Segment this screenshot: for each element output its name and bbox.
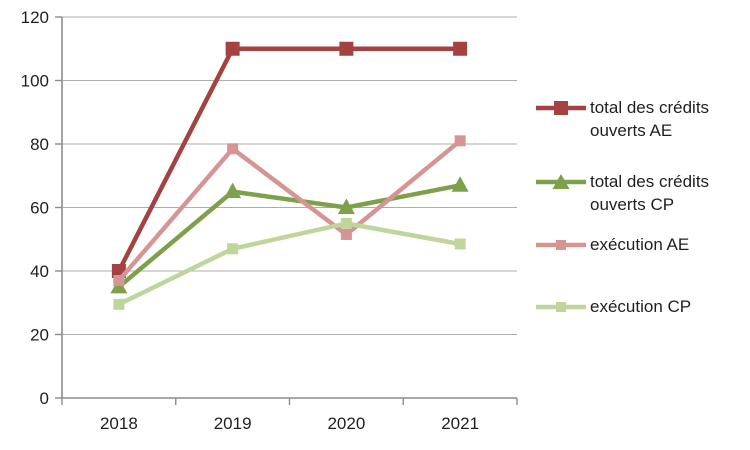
data-point-marker bbox=[225, 41, 240, 56]
y-axis-tick-label: 120 bbox=[21, 8, 49, 27]
data-point-marker bbox=[337, 198, 355, 214]
legend-marker-shape bbox=[552, 174, 570, 189]
legend-item-total-credits-ouverts-ae: total des crédits ouverts AE bbox=[536, 96, 750, 142]
series-line bbox=[116, 46, 461, 273]
y-axis-tick-label: 0 bbox=[40, 389, 49, 408]
y-axis-tick-label: 40 bbox=[30, 262, 49, 281]
series-line bbox=[117, 139, 462, 282]
legend-label: total des crédits ouverts AE bbox=[590, 98, 710, 140]
legend-label: total des crédits ouverts CP bbox=[590, 172, 710, 214]
x-axis-tick-label: 2020 bbox=[327, 414, 365, 433]
data-point-marker bbox=[453, 41, 468, 56]
legend-marker-shape bbox=[556, 240, 566, 250]
legend-marker-execution-ae-icon bbox=[536, 240, 586, 250]
data-point-marker bbox=[340, 217, 352, 229]
legend-item-execution-ae: exécution AE bbox=[536, 233, 689, 256]
data-point-marker bbox=[113, 298, 125, 310]
legend-marker-execution-cp-icon bbox=[536, 302, 586, 312]
legend-marker-total-cp-icon bbox=[536, 174, 586, 189]
legend-item-execution-cp: exécution CP bbox=[536, 295, 691, 318]
x-axis-tick-label: 2021 bbox=[441, 414, 479, 433]
data-point-marker bbox=[224, 182, 242, 199]
data-point-marker bbox=[113, 275, 125, 287]
legend-item-total-credits-ouverts-cp: total des crédits ouverts CP bbox=[536, 170, 750, 216]
data-point-marker bbox=[340, 228, 352, 240]
series-line bbox=[117, 183, 461, 289]
series-line bbox=[117, 221, 461, 307]
data-point-marker bbox=[454, 135, 466, 147]
legend-marker-shape bbox=[556, 302, 566, 312]
y-axis-tick-label: 80 bbox=[30, 135, 49, 154]
y-axis-tick-label: 60 bbox=[30, 199, 49, 218]
legend-label: exécution CP bbox=[590, 297, 692, 316]
data-point-marker bbox=[454, 238, 466, 250]
data-point-marker bbox=[451, 176, 469, 192]
y-axis-tick-label: 20 bbox=[30, 326, 49, 345]
legend-label: exécution AE bbox=[590, 235, 690, 254]
data-point-marker bbox=[227, 243, 239, 255]
data-point-marker bbox=[227, 143, 239, 155]
legend-marker-shape bbox=[554, 101, 568, 115]
data-point-marker bbox=[339, 41, 354, 56]
x-axis-tick-label: 2018 bbox=[100, 414, 138, 433]
x-axis-tick-label: 2019 bbox=[214, 414, 252, 433]
legend: total des crédits ouverts AE total des c… bbox=[536, 0, 750, 450]
y-axis-tick-label: 100 bbox=[21, 72, 49, 91]
legend-marker-total-ae-icon bbox=[536, 101, 586, 115]
